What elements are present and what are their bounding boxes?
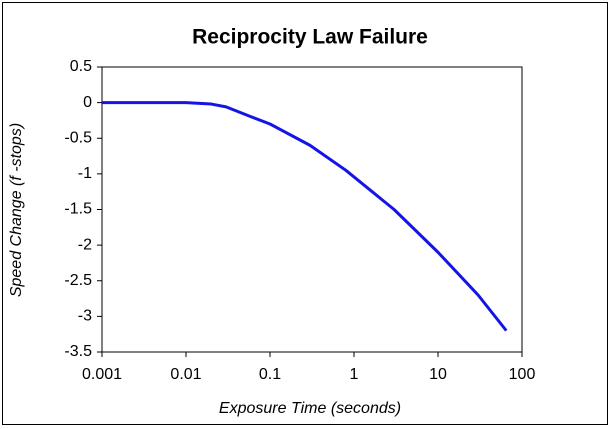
x-tick-label: 0.001 — [82, 366, 122, 383]
x-tick-label: 0.1 — [259, 366, 281, 383]
y-tick-label: -1.5 — [64, 201, 92, 218]
y-tick-label: -1 — [78, 165, 92, 182]
y-tick-label: 0 — [83, 94, 92, 111]
data-line — [102, 101, 508, 332]
y-axis-label: Speed Change (f -stops) — [8, 123, 25, 297]
y-tick-label: -0.5 — [64, 129, 92, 146]
y-tick-label: 0.5 — [70, 58, 92, 75]
x-tick-label: 0.01 — [170, 366, 201, 383]
x-tick-label: 1 — [350, 366, 359, 383]
chart-title: Reciprocity Law Failure — [192, 26, 428, 49]
chart-border — [2, 2, 608, 425]
x-tick-label: 100 — [509, 366, 536, 383]
y-tick-label: -2.5 — [64, 272, 92, 289]
y-tick-label: -2 — [78, 236, 92, 253]
y-tick-label: -3.5 — [64, 343, 92, 360]
y-tick-label: -3 — [78, 308, 92, 325]
x-axis-label: Exposure Time (seconds) — [219, 400, 401, 417]
x-tick-label: 10 — [429, 366, 447, 383]
